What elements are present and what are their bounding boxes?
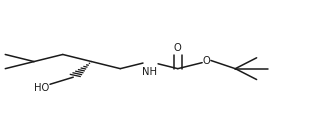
Text: O: O	[203, 56, 211, 66]
Text: O: O	[174, 43, 182, 53]
Text: NH: NH	[142, 67, 157, 77]
Text: HO: HO	[34, 83, 50, 93]
